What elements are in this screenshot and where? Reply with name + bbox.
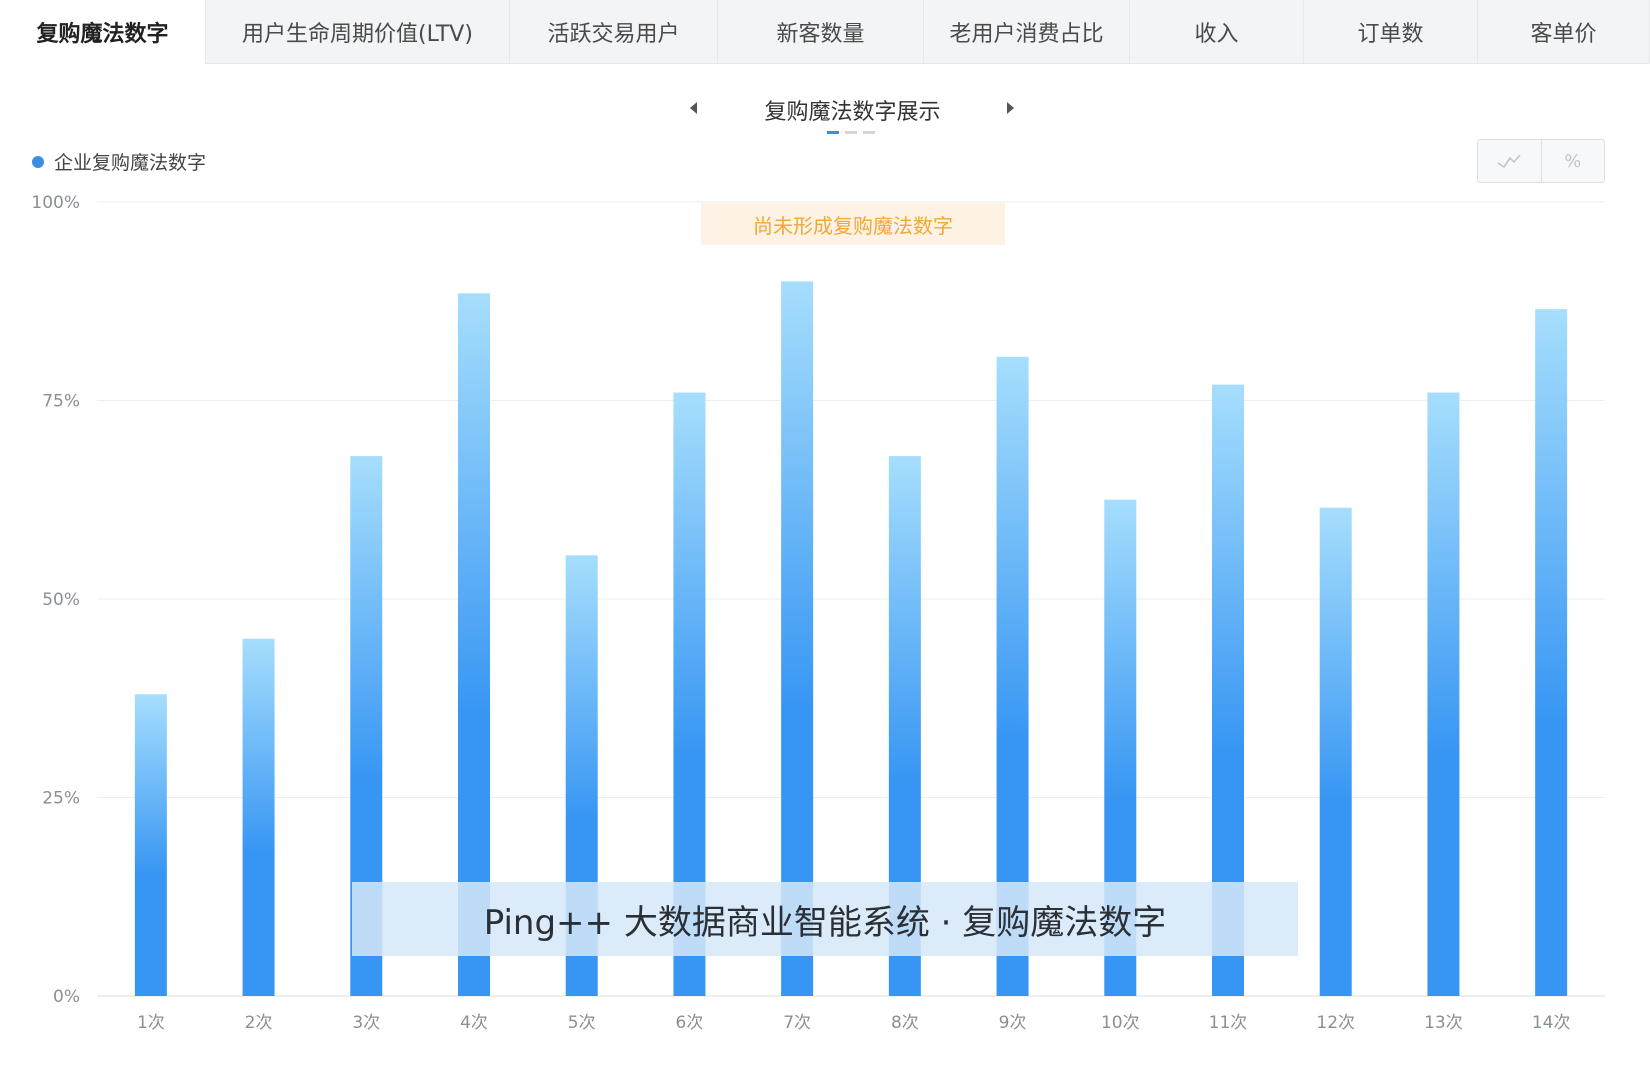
x-tick-label: 9次 bbox=[999, 1013, 1027, 1033]
tab-6[interactable]: 收入 bbox=[1130, 0, 1304, 64]
x-tick-label: 6次 bbox=[676, 1013, 704, 1033]
percent-mode-button[interactable]: % bbox=[1540, 140, 1605, 182]
bar-4[interactable] bbox=[458, 293, 490, 996]
caret-left-icon[interactable] bbox=[690, 102, 697, 114]
carousel-dot-3[interactable] bbox=[863, 131, 875, 134]
line-chart-icon bbox=[1497, 154, 1521, 169]
bar-13[interactable] bbox=[1427, 392, 1460, 996]
x-tick-label: 7次 bbox=[783, 1013, 811, 1033]
x-tick-label: 2次 bbox=[245, 1013, 273, 1033]
watermark-caption: Ping++ 大数据商业智能系统 · 复购魔法数字 bbox=[352, 882, 1298, 956]
x-tick-label: 1次 bbox=[137, 1013, 165, 1033]
carousel-title: 复购魔法数字展示 bbox=[764, 100, 941, 125]
x-tick-label: 10次 bbox=[1101, 1013, 1140, 1033]
bar-2[interactable] bbox=[242, 638, 275, 996]
legend-dot-icon bbox=[32, 155, 44, 168]
tab-5[interactable]: 老用户消费占比 bbox=[924, 0, 1130, 64]
x-tick-label: 13次 bbox=[1424, 1013, 1463, 1033]
tab-4[interactable]: 新客数量 bbox=[718, 0, 924, 64]
metric-tabs: 复购魔法数字 用户生命周期价值(LTV) 活跃交易用户 新客数量 老用户消费占比 收入 订单… bbox=[0, 0, 1650, 65]
bar-7[interactable] bbox=[781, 281, 814, 996]
tab-1[interactable]: 复购魔法数字 bbox=[0, 0, 206, 65]
x-tick-label: 4次 bbox=[460, 1013, 488, 1033]
bar-12[interactable] bbox=[1319, 507, 1352, 996]
y-tick-label: 75% bbox=[42, 392, 80, 412]
tab-2[interactable]: 用户生命周期价值(LTV) bbox=[206, 0, 510, 64]
tab-8[interactable]: 客单价 bbox=[1478, 0, 1650, 64]
x-tick-label: 5次 bbox=[568, 1013, 596, 1033]
y-tick-label: 0% bbox=[53, 987, 80, 1007]
tab-3[interactable]: 活跃交易用户 bbox=[510, 0, 718, 64]
chart-mode-toggle: % bbox=[1477, 139, 1605, 183]
carousel-dot-1[interactable] bbox=[827, 131, 839, 134]
carousel-dots bbox=[827, 131, 875, 134]
carousel-dot-2[interactable] bbox=[845, 131, 857, 134]
line-mode-button[interactable] bbox=[1478, 140, 1541, 182]
y-tick-label: 100% bbox=[31, 193, 80, 213]
percent-icon: % bbox=[1564, 150, 1582, 172]
legend-label: 企业复购魔法数字 bbox=[54, 152, 207, 174]
x-tick-label: 12次 bbox=[1316, 1013, 1355, 1033]
bar-14[interactable] bbox=[1535, 309, 1568, 996]
x-tick-label: 11次 bbox=[1209, 1013, 1248, 1033]
bar-1[interactable] bbox=[134, 694, 167, 996]
no-magic-number-notice: 尚未形成复购魔法数字 bbox=[701, 203, 1005, 245]
y-tick-label: 25% bbox=[42, 789, 80, 809]
chart-carousel: 复购魔法数字展示 bbox=[0, 88, 1650, 138]
caret-right-icon[interactable] bbox=[1007, 102, 1014, 114]
chart-legend[interactable]: 企业复购魔法数字 bbox=[32, 148, 206, 175]
x-tick-label: 8次 bbox=[891, 1013, 919, 1033]
y-tick-label: 50% bbox=[42, 590, 80, 610]
x-tick-label: 3次 bbox=[352, 1013, 380, 1033]
x-tick-label: 14次 bbox=[1532, 1013, 1571, 1033]
tab-7[interactable]: 订单数 bbox=[1304, 0, 1478, 64]
